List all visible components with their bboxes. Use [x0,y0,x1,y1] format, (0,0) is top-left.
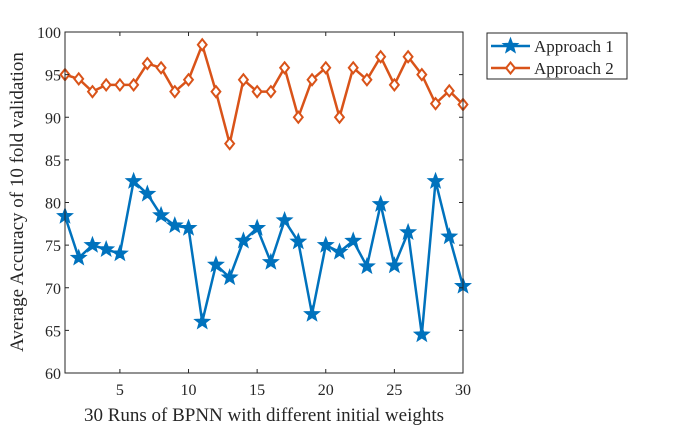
data-point-diamond [443,83,455,98]
data-point-diamond [237,72,250,87]
data-point-star [83,235,102,253]
data-point-star [69,248,88,266]
x-axis-label: 30 Runs of BPNN with different initial w… [84,405,444,426]
data-point-diamond [155,60,167,75]
data-point-star [330,242,349,260]
series-approach-1 [56,171,472,343]
data-point-star [440,227,459,245]
y-tick-label: 75 [45,238,61,255]
data-point-star [110,244,129,262]
series-layer [56,37,472,343]
data-point-diamond [347,60,359,75]
data-point-diamond [251,84,263,99]
data-point-diamond [388,77,401,92]
data-point-star [344,231,363,249]
data-point-star [207,255,225,273]
legend-diamond-marker [504,60,517,76]
y-tick-label: 85 [45,153,61,170]
data-point-diamond [196,37,208,52]
data-point-diamond [416,67,428,82]
y-tick-label: 95 [45,68,61,85]
data-point-star [124,171,143,189]
data-point-diamond [100,77,112,92]
data-point-star [385,256,404,274]
data-point-diamond [278,60,291,75]
x-tick-label: 5 [116,382,124,399]
data-point-diamond [361,72,373,87]
data-point-diamond [320,60,332,75]
data-point-diamond [333,110,346,125]
x-tick-label: 30 [455,382,471,399]
y-tick-label: 65 [45,323,61,340]
data-point-star [165,216,184,234]
data-point-star [426,171,445,189]
data-point-diamond [265,84,277,99]
data-point-star [234,231,253,249]
data-point-star [275,210,294,229]
axis-ticks: 5 10 15 20 25 30 60 65 70 75 80 85 90 95 100 [37,25,471,399]
data-point-star [248,218,267,236]
data-point-diamond [73,71,85,86]
legend-star-marker [501,36,520,54]
legend-label-approach-1: Approach 1 [534,37,614,56]
data-point-star [152,205,171,223]
x-tick-label: 15 [249,382,265,399]
data-point-diamond [292,110,304,125]
data-point-star [97,239,116,258]
data-point-diamond [374,49,387,64]
data-point-star [303,304,321,322]
data-point-star [179,218,198,236]
series-line-approach-1 [63,179,465,336]
data-point-star [316,235,335,253]
data-point-star [412,325,431,343]
series-line-approach-2 [64,43,464,145]
y-tick-label: 100 [37,25,61,42]
data-point-star [193,312,212,330]
y-tick-label: 80 [45,196,61,213]
plot-frame [64,31,464,374]
data-point-star [220,268,239,286]
y-tick-label: 90 [45,110,61,127]
data-point-star [138,184,157,202]
legend: Approach 1 Approach 2 [486,32,628,80]
data-point-diamond [210,84,222,99]
data-point-diamond [86,84,99,99]
data-point-diamond [127,77,140,92]
x-tick-label: 25 [386,382,402,399]
y-tick-label: 70 [45,281,61,298]
y-tick-label: 60 [45,366,61,383]
data-point-star [399,222,418,240]
series-approach-2 [59,37,469,151]
x-tick-label: 10 [181,382,197,399]
data-point-star [371,194,390,212]
data-point-diamond [182,72,195,87]
data-point-diamond [429,96,442,111]
data-point-star [261,252,280,270]
legend-label-approach-2: Approach 2 [534,59,614,78]
data-point-diamond [306,72,318,87]
data-point-star [289,232,308,250]
data-point-diamond [224,136,236,151]
data-point-diamond [402,49,414,64]
data-point-diamond [141,56,154,71]
y-axis-label: Average Accuracy of 10 fold validation [7,52,28,352]
data-point-diamond [169,84,181,99]
x-tick-label: 20 [318,382,334,399]
data-point-diamond [114,77,126,92]
data-point-star [357,257,376,275]
